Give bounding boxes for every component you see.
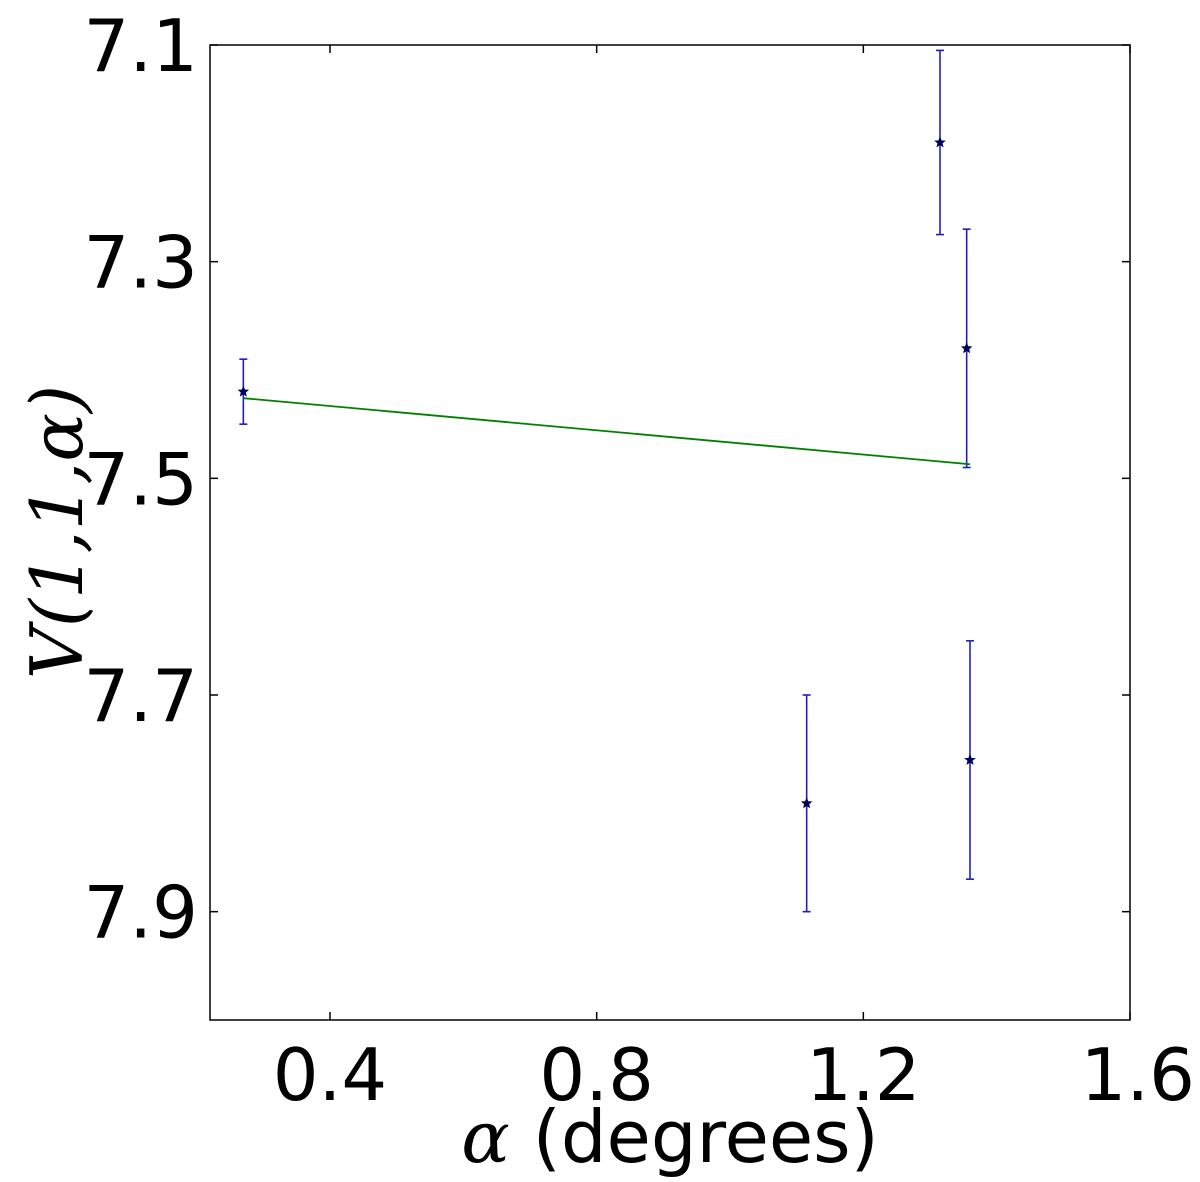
- plot-area: [209, 44, 1131, 1021]
- y-tick-label: 7.5: [83, 437, 198, 521]
- data-point: [934, 49, 946, 236]
- star-marker: [237, 385, 250, 397]
- x-tick-label: 1.6: [1080, 1033, 1195, 1117]
- x-axis-label: α (degrees): [461, 1095, 879, 1179]
- x-tick-label: 0.8: [539, 1033, 654, 1117]
- y-tick-label: 7.3: [83, 221, 198, 305]
- star-marker: [800, 797, 813, 809]
- x-tick-label: 1.2: [806, 1033, 921, 1117]
- data-point: [964, 640, 976, 880]
- data-point: [237, 358, 250, 425]
- series-layer: [237, 49, 976, 913]
- data-point: [800, 694, 813, 913]
- x-axis-symbol: α: [461, 1095, 510, 1179]
- y-axis-label: V(1,1,α): [15, 385, 99, 679]
- x-axis-unit: (degrees): [533, 1095, 879, 1179]
- x-tick-label: 0.4: [273, 1033, 388, 1117]
- data-point: [960, 228, 973, 469]
- y-tick-label: 7.7: [83, 654, 198, 738]
- y-ticks: 7.1 7.3 7.5 7.7 7.9: [83, 4, 1130, 955]
- y-tick-label: 7.1: [83, 4, 198, 88]
- star-marker: [934, 136, 946, 148]
- x-ticks: 0.4 0.8 1.2 1.6: [273, 45, 1195, 1117]
- fit-line: [243, 397, 971, 466]
- y-tick-label: 7.9: [83, 871, 198, 955]
- star-marker: [964, 753, 976, 765]
- star-marker: [960, 342, 973, 354]
